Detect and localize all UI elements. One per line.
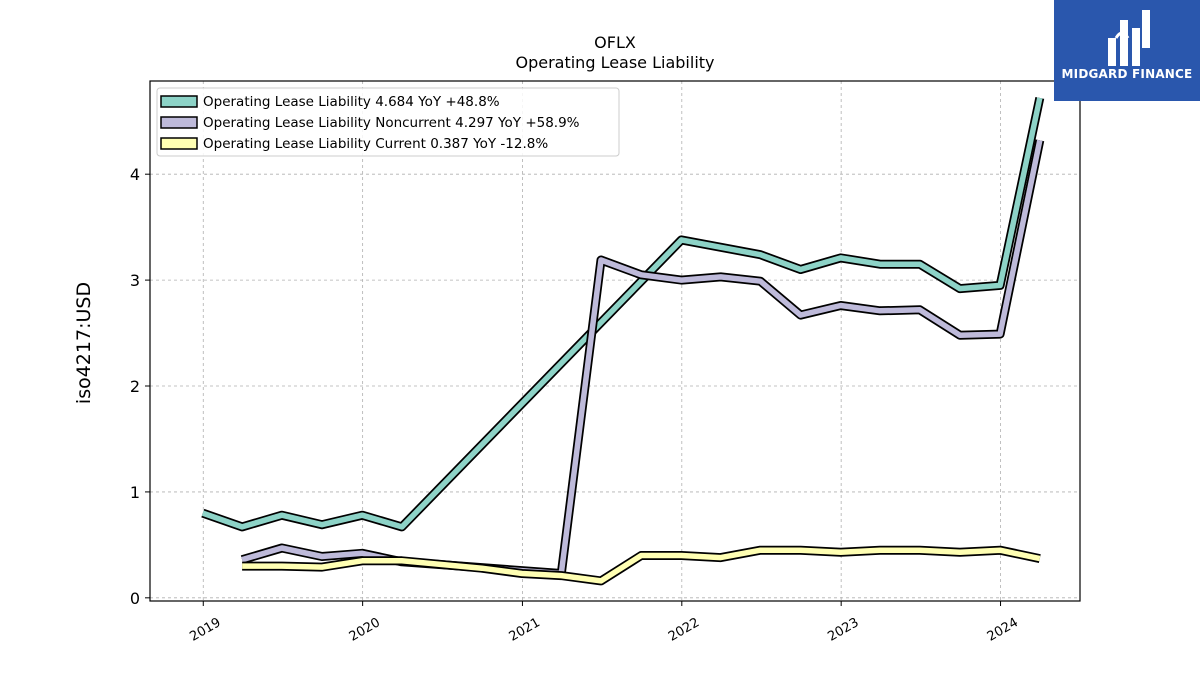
- x-tick-label-2020: 2020: [347, 615, 383, 645]
- legend-label-2: Operating Lease Liability Current 0.387 …: [203, 136, 548, 152]
- legend-label-1: Operating Lease Liability Noncurrent 4.2…: [203, 115, 580, 131]
- series-2-line: [242, 547, 1041, 584]
- plot-frame: [149, 80, 1081, 602]
- chart-subtitle: Operating Lease Liability: [515, 53, 714, 72]
- chart-title: OFLX: [594, 33, 636, 52]
- brand-logo-box: MIDGARD FINANCE: [1054, 0, 1200, 101]
- legend-swatch-1: [160, 116, 198, 129]
- y-tick-label-4: 4: [130, 165, 140, 184]
- x-tick-label-2021: 2021: [507, 615, 543, 645]
- plot-background: [150, 81, 1080, 601]
- y-tick-label-0: 0: [130, 589, 140, 608]
- x-tick-label-2024: 2024: [985, 615, 1021, 645]
- series-0-line: [201, 97, 1043, 530]
- legend-box: [156, 87, 620, 157]
- legend-swatch-0: [160, 95, 198, 108]
- legend-swatch-2: [160, 137, 198, 150]
- y-axis-label: iso4217:USD: [73, 282, 95, 404]
- x-tick-label-2019: 2019: [187, 615, 223, 645]
- brand-name: MIDGARD FINANCE: [1061, 67, 1193, 81]
- y-tick-label-2: 2: [130, 377, 140, 396]
- midgard-logo-icon: [1108, 10, 1150, 66]
- series-1-line: [241, 139, 1043, 577]
- y-tick-label-1: 1: [130, 483, 140, 502]
- legend-label-0: Operating Lease Liability 4.684 YoY +48.…: [203, 94, 500, 110]
- x-tick-label-2022: 2022: [666, 615, 702, 645]
- x-tick-label-2023: 2023: [825, 615, 861, 645]
- y-tick-label-3: 3: [130, 271, 140, 290]
